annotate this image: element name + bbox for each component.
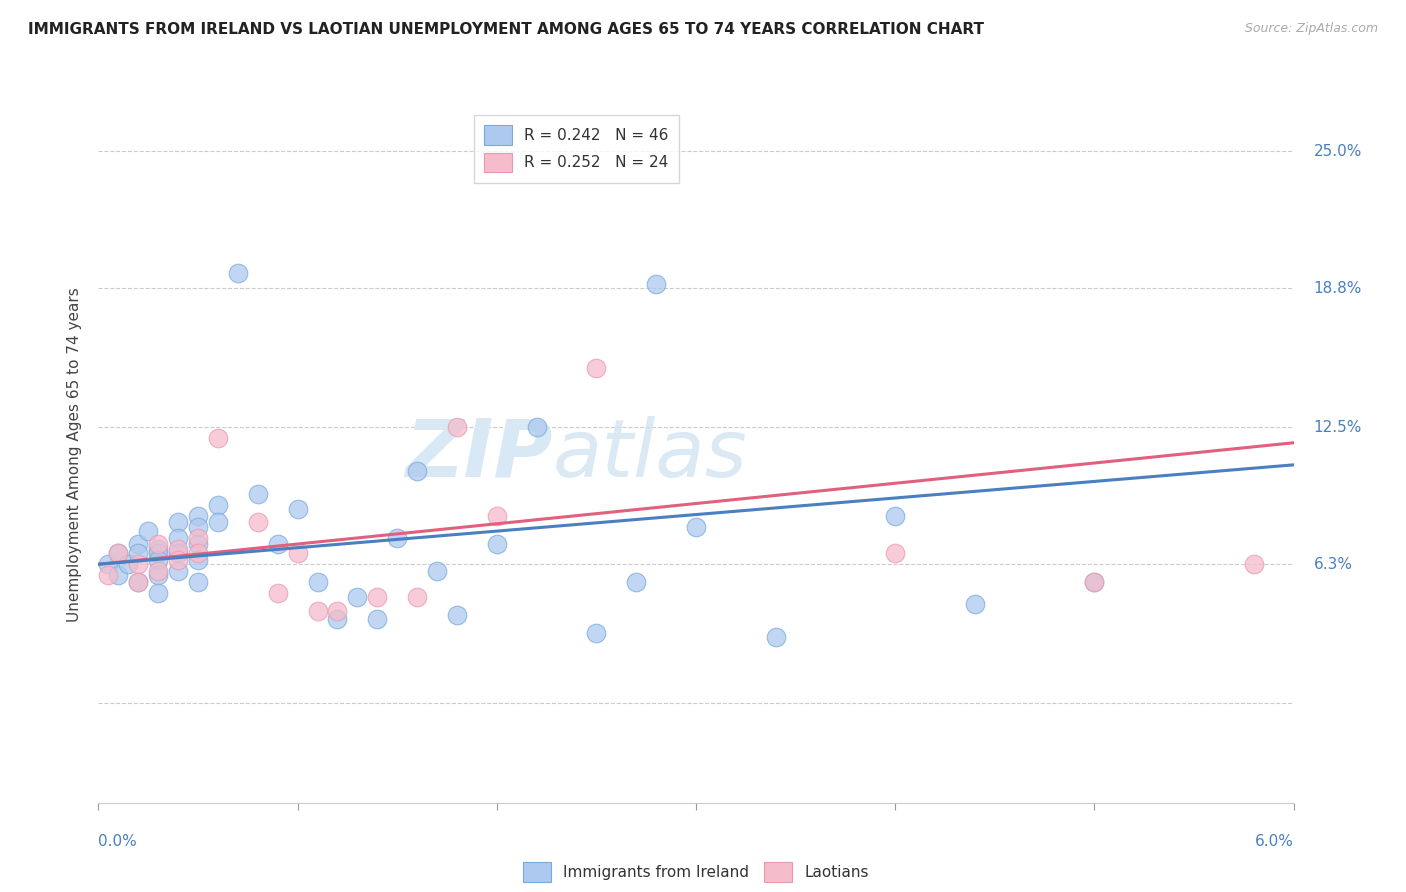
Point (346, 591, 368, 605)
Point (963, 597, 986, 611)
Point (884, 508, 907, 523)
Point (526, 420, 548, 434)
Point (585, 360, 607, 375)
Point (127, 574, 149, 589)
Point (446, 420, 468, 434)
Point (107, 546, 129, 560)
Point (148, 564, 170, 578)
Point (187, 574, 209, 589)
Point (97, 568, 120, 582)
Point (127, 546, 149, 560)
Point (406, 465, 429, 479)
Point (1083, 574, 1105, 589)
Text: ZIP: ZIP (405, 416, 553, 494)
Point (127, 537, 149, 551)
Point (287, 502, 309, 516)
Point (326, 612, 349, 626)
Text: 25.0%: 25.0% (1313, 144, 1362, 159)
Point (624, 574, 647, 589)
Point (267, 586, 290, 600)
Point (107, 546, 129, 560)
Point (187, 546, 209, 560)
Point (167, 531, 190, 545)
Point (406, 591, 429, 605)
Point (307, 574, 329, 589)
Point (207, 431, 229, 445)
Point (385, 531, 409, 545)
Point (187, 531, 209, 545)
Point (187, 537, 209, 551)
Text: 18.8%: 18.8% (1313, 281, 1362, 295)
Point (167, 546, 190, 560)
Y-axis label: Unemployment Among Ages 65 to 74 years: Unemployment Among Ages 65 to 74 years (67, 287, 83, 623)
Point (167, 564, 190, 578)
Point (765, 630, 787, 644)
Text: Source: ZipAtlas.com: Source: ZipAtlas.com (1244, 22, 1378, 36)
Point (645, 277, 668, 291)
Point (187, 508, 209, 523)
Point (485, 508, 508, 523)
Point (167, 541, 190, 556)
Point (148, 546, 170, 560)
Point (187, 519, 209, 533)
Point (187, 553, 209, 567)
Point (485, 537, 508, 551)
Point (446, 608, 468, 623)
Text: atlas: atlas (553, 416, 748, 494)
Text: 12.5%: 12.5% (1313, 420, 1362, 434)
Point (97, 558, 120, 572)
Point (167, 553, 190, 567)
Point (127, 574, 149, 589)
Point (107, 568, 129, 582)
Text: 0.0%: 0.0% (98, 834, 138, 849)
Point (267, 537, 290, 551)
Text: 6.0%: 6.0% (1254, 834, 1294, 849)
Legend: Immigrants from Ireland, Laotians: Immigrants from Ireland, Laotians (513, 852, 879, 892)
Point (1083, 574, 1105, 589)
Point (326, 604, 349, 618)
Point (136, 524, 159, 538)
Point (117, 558, 139, 572)
Point (366, 612, 388, 626)
Point (685, 519, 707, 533)
Point (246, 516, 269, 530)
Point (226, 266, 249, 280)
Point (148, 568, 170, 582)
Point (246, 486, 269, 500)
Point (287, 546, 309, 560)
Point (148, 537, 170, 551)
Text: 6.3%: 6.3% (1313, 557, 1353, 572)
Point (884, 546, 907, 560)
Point (426, 564, 449, 578)
Point (307, 604, 329, 618)
Point (585, 625, 607, 640)
Point (1243, 558, 1265, 572)
Point (207, 498, 229, 512)
Point (366, 591, 388, 605)
Text: IMMIGRANTS FROM IRELAND VS LAOTIAN UNEMPLOYMENT AMONG AGES 65 TO 74 YEARS CORREL: IMMIGRANTS FROM IRELAND VS LAOTIAN UNEMP… (28, 22, 984, 37)
Point (148, 586, 170, 600)
Point (148, 541, 170, 556)
Point (207, 516, 229, 530)
Point (167, 516, 190, 530)
Point (127, 558, 149, 572)
Point (148, 553, 170, 567)
